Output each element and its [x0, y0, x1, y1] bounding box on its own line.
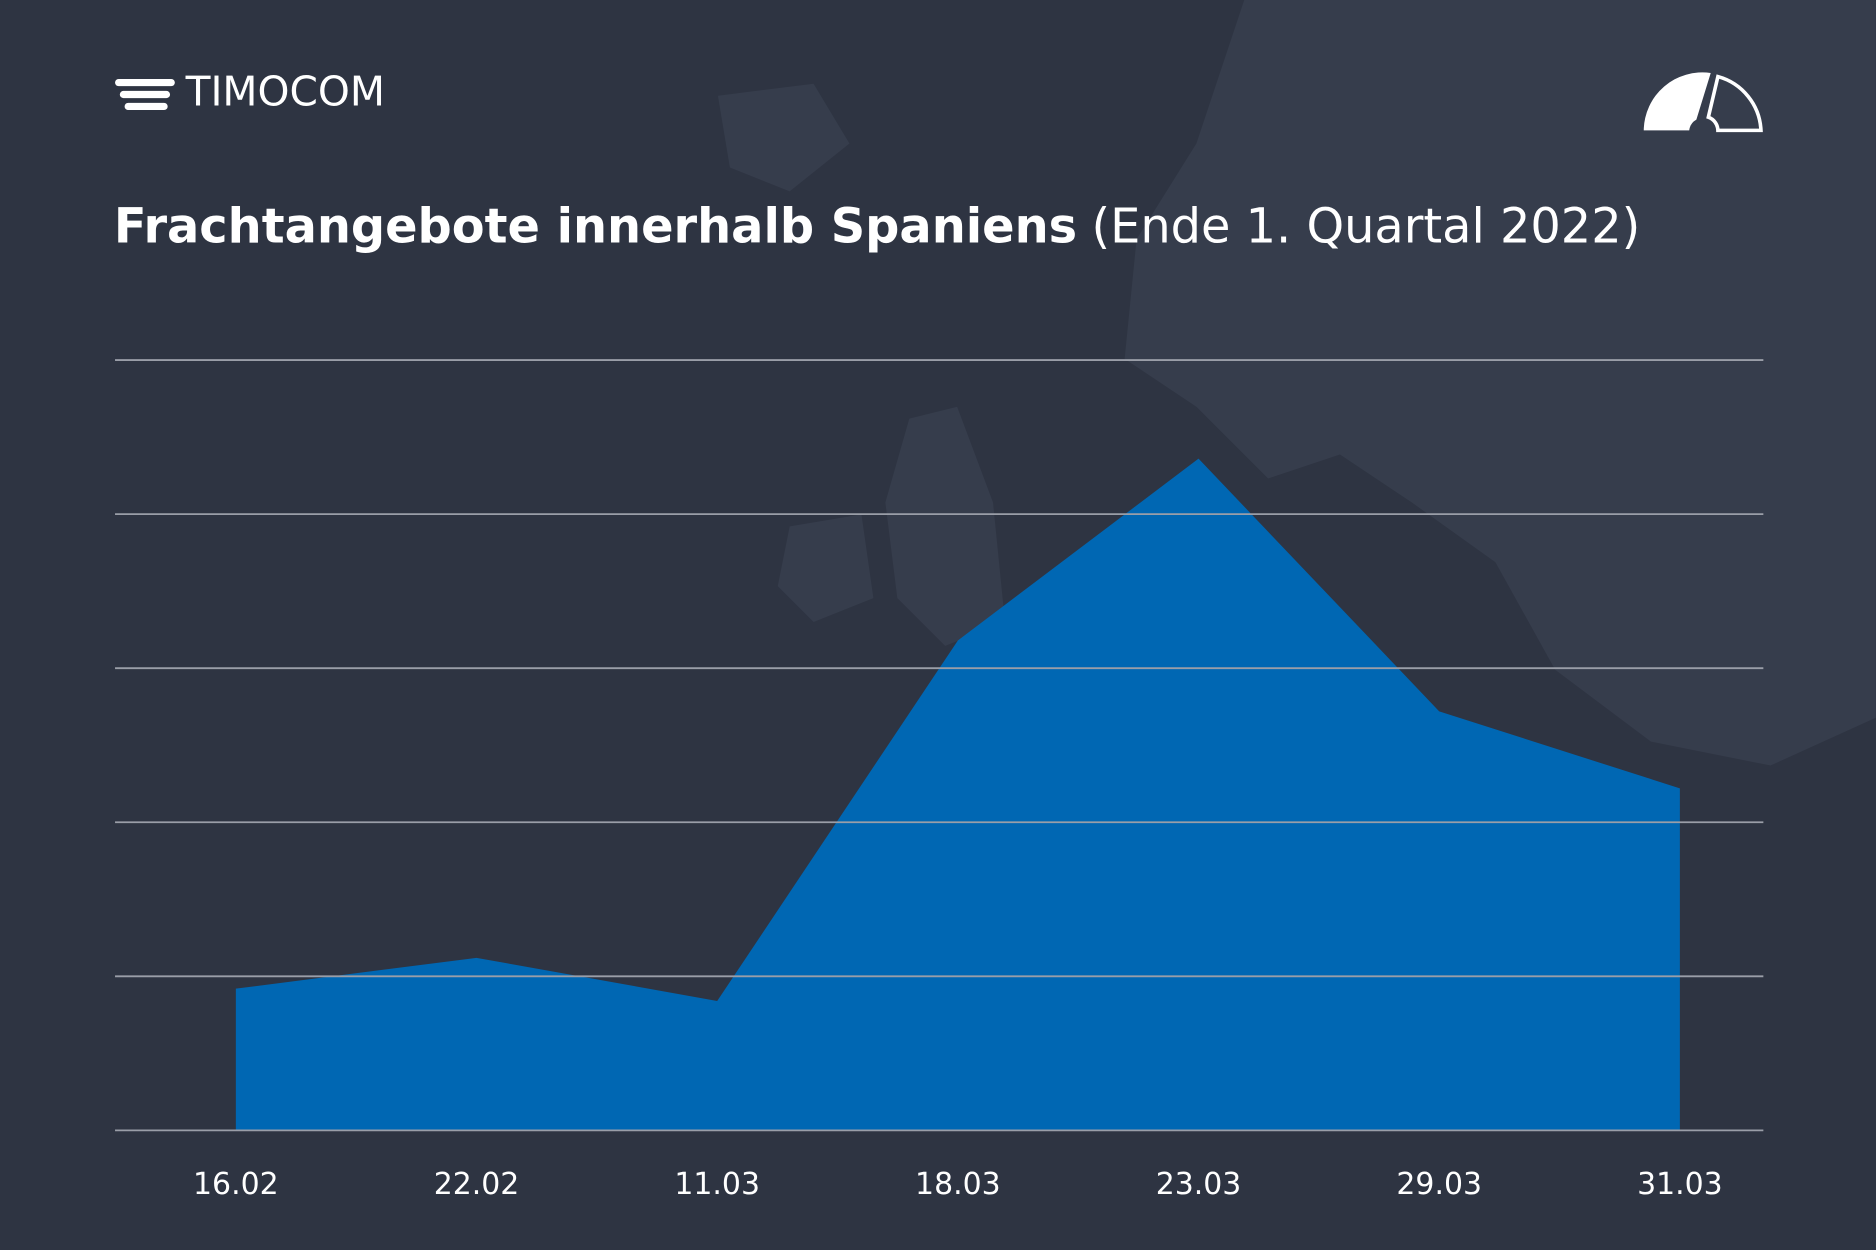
x-tick-label: 31.03	[1637, 1167, 1723, 1202]
x-tick-label: 29.03	[1396, 1167, 1482, 1202]
x-tick-label: 16.02	[193, 1167, 279, 1202]
x-tick-label: 11.03	[674, 1167, 760, 1202]
brand: TIMOCOM	[185, 67, 385, 115]
logo: TIMOCOM	[115, 67, 385, 115]
x-tick-label: 23.03	[1156, 1167, 1242, 1202]
logo-icon	[124, 102, 168, 111]
area	[235, 458, 1680, 1131]
chart-title-group: Frachtangebote innerhalb Spaniens (Ende 1…	[114, 200, 1641, 255]
gauge-icon	[1643, 72, 1763, 133]
x-tick-label: 22.02	[434, 1167, 520, 1202]
chart-subtitle: (Ende 1. Quartal 2022)	[1091, 200, 1640, 255]
chart-title: Frachtangebote innerhalb Spaniens	[114, 200, 1077, 255]
x-tick-label: 18.03	[915, 1167, 1001, 1202]
map-decoration	[717, 0, 1876, 766]
logo-icon	[115, 78, 175, 87]
logo-icon	[119, 90, 171, 99]
